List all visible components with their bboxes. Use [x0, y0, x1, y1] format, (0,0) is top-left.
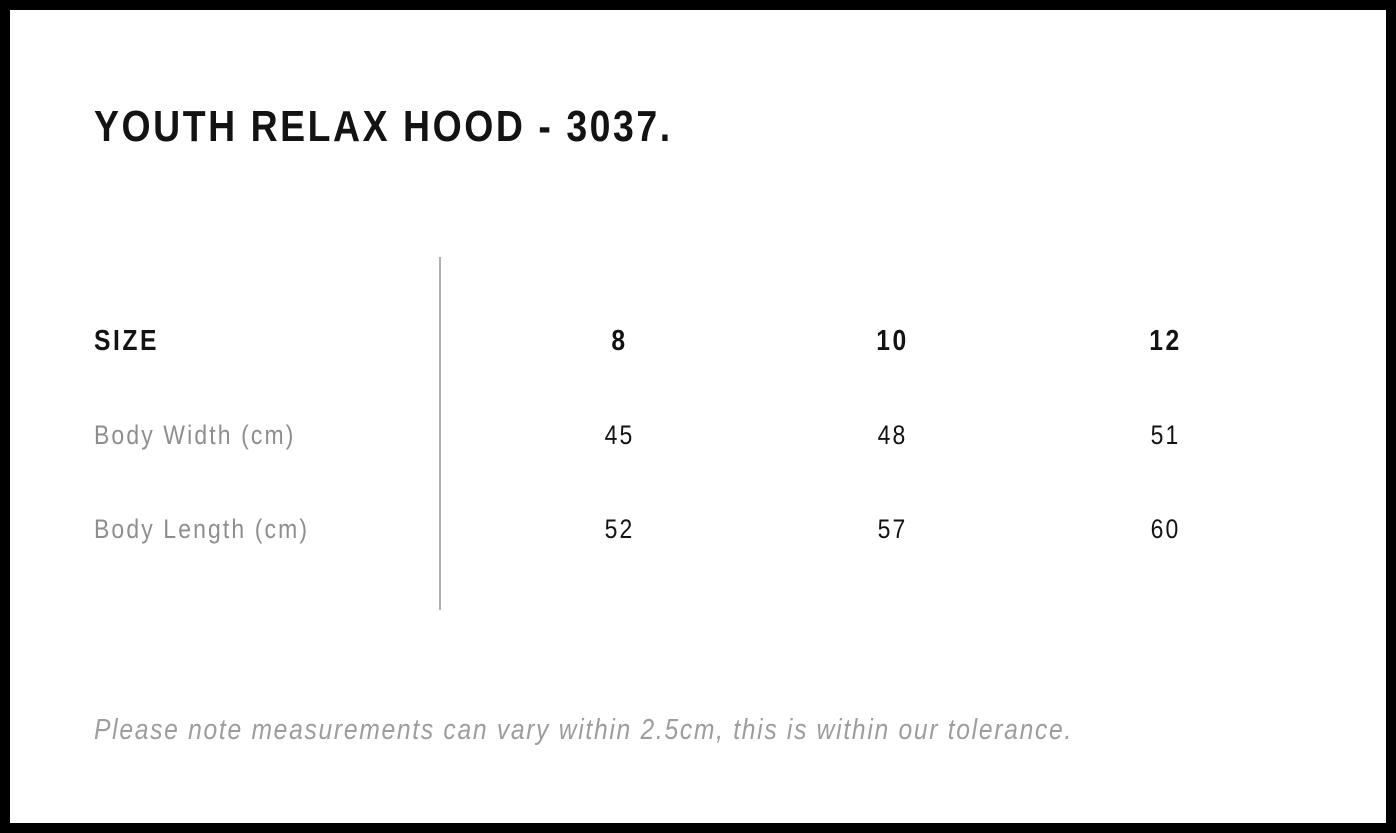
size-table: SIZE 8 10 12 Body Width (cm) 45 48 51 Bo… — [94, 294, 1302, 576]
tolerance-note: Please note measurements can vary within… — [94, 714, 1073, 746]
column-divider — [439, 257, 441, 610]
body-length-value-size-12: 60 — [1150, 513, 1181, 544]
row-label-body-length: Body Length (cm) — [94, 513, 310, 544]
size-column-header-8: 8 — [611, 324, 628, 357]
size-column-header-12: 12 — [1149, 324, 1182, 357]
body-width-value-size-12: 51 — [1150, 419, 1181, 450]
body-length-value-size-10: 57 — [877, 513, 908, 544]
body-width-value-size-8: 45 — [604, 419, 635, 450]
row-label-body-width: Body Width (cm) — [94, 419, 296, 450]
body-width-value-size-10: 48 — [877, 419, 908, 450]
page-title: YOUTH RELAX HOOD - 3037. — [94, 102, 673, 151]
size-header-label: SIZE — [94, 324, 159, 357]
body-length-value-size-8: 52 — [604, 513, 635, 544]
size-column-header-10: 10 — [876, 324, 909, 357]
